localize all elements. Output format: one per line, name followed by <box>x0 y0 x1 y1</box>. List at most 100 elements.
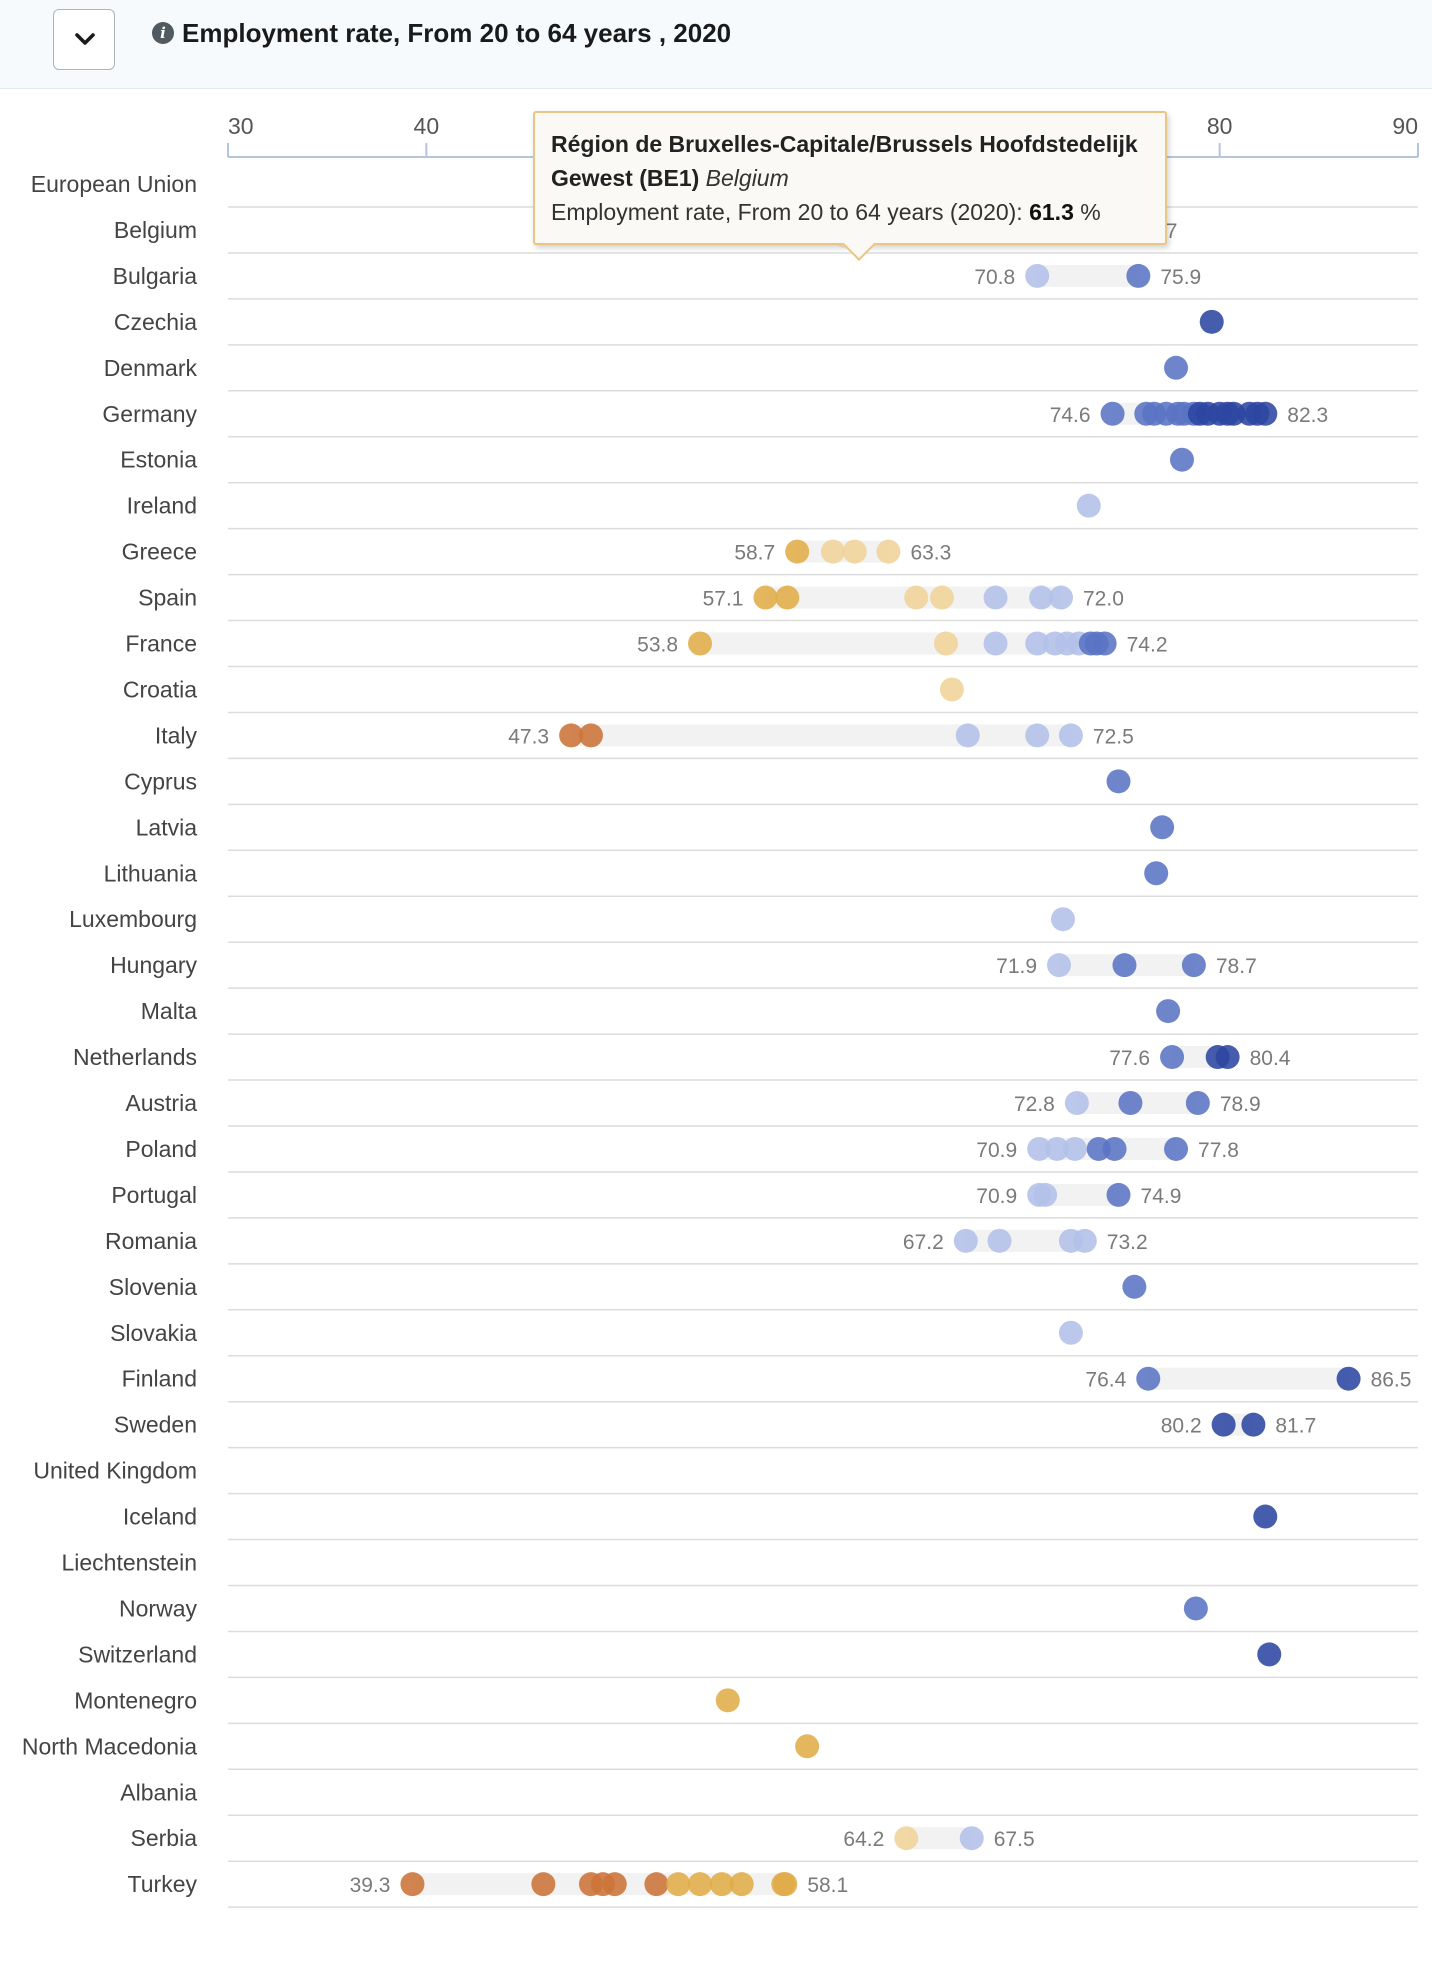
country-label: France <box>125 631 197 657</box>
tooltip-label: Employment rate, From 20 to 64 years (20… <box>551 199 1023 225</box>
country-label: Cyprus <box>124 768 197 794</box>
country-label: Malta <box>141 998 197 1024</box>
data-point <box>1102 1136 1127 1161</box>
min-value-label: 67.2 <box>903 1231 944 1254</box>
x-axis-tick-label: 30 <box>228 113 254 139</box>
x-axis-tick-label: 90 <box>1392 113 1418 139</box>
country-label: Latvia <box>136 814 198 840</box>
data-point <box>1033 1182 1058 1207</box>
max-value-label: 74.9 <box>1141 1185 1182 1208</box>
data-point <box>939 677 964 702</box>
min-value-label: 58.7 <box>734 542 775 565</box>
data-tooltip: Région de Bruxelles-Capitale/Brussels Ho… <box>533 111 1167 261</box>
data-point <box>1160 1045 1185 1070</box>
country-label: Italy <box>155 722 198 748</box>
data-point <box>688 631 713 656</box>
min-value-label: 72.8 <box>1014 1093 1055 1116</box>
data-point <box>1144 861 1169 886</box>
data-point <box>1336 1366 1361 1391</box>
country-label: Switzerland <box>78 1641 197 1667</box>
data-point <box>1064 1091 1089 1115</box>
country-label: Hungary <box>110 952 197 978</box>
country-label: Slovakia <box>110 1320 197 1346</box>
tooltip-region: Région de Bruxelles-Capitale/Brussels Ho… <box>551 131 1138 191</box>
data-point <box>709 1872 734 1897</box>
info-icon[interactable]: i <box>152 22 174 44</box>
data-point <box>775 585 800 610</box>
country-label: Sweden <box>114 1412 197 1438</box>
country-label: Belgium <box>114 217 197 243</box>
data-point <box>1029 585 1054 610</box>
max-value-label: 58.1 <box>807 1874 848 1897</box>
data-point <box>1253 401 1278 426</box>
max-value-label: 72.5 <box>1093 725 1134 748</box>
country-label: Greece <box>122 539 197 565</box>
max-value-label: 80.4 <box>1250 1047 1291 1070</box>
min-value-label: 47.3 <box>508 725 549 748</box>
data-point <box>1122 1274 1147 1299</box>
data-point <box>1164 1136 1189 1161</box>
data-point <box>785 539 810 564</box>
data-point <box>1150 815 1175 840</box>
data-point <box>987 1228 1012 1253</box>
data-point <box>1156 999 1181 1024</box>
chevron-down-icon <box>75 33 95 45</box>
min-value-label: 64.2 <box>843 1828 884 1851</box>
data-point <box>1027 1136 1052 1161</box>
data-point <box>1185 1091 1210 1115</box>
min-value-label: 71.9 <box>996 955 1037 978</box>
data-point <box>729 1872 754 1897</box>
x-axis-tick-label: 80 <box>1207 113 1233 139</box>
data-point <box>1050 907 1075 932</box>
max-value-label: 77.8 <box>1198 1139 1239 1162</box>
country-label: Montenegro <box>74 1687 197 1713</box>
country-label: Turkey <box>128 1871 198 1897</box>
max-value-label: 67.5 <box>994 1828 1035 1851</box>
min-value-label: 70.8 <box>974 266 1015 289</box>
data-point <box>842 539 867 564</box>
max-value-label: 78.7 <box>1216 955 1257 978</box>
country-label: Spain <box>138 585 197 611</box>
data-point <box>983 631 1008 656</box>
range-bar <box>906 1827 972 1850</box>
min-value-label: 70.9 <box>976 1185 1017 1208</box>
data-point <box>1025 723 1050 748</box>
max-value-label: 82.3 <box>1287 404 1328 427</box>
min-value-label: 80.2 <box>1161 1415 1202 1438</box>
data-point <box>820 539 845 564</box>
country-label: Denmark <box>104 355 198 381</box>
country-label: Liechtenstein <box>61 1550 197 1576</box>
data-point <box>1025 631 1050 656</box>
data-point <box>1092 631 1117 656</box>
data-point <box>1241 1412 1266 1437</box>
data-point <box>1047 953 1072 978</box>
data-point <box>753 585 778 610</box>
country-label: Estonia <box>120 447 197 473</box>
data-point <box>1106 1182 1131 1207</box>
data-point <box>1164 355 1189 380</box>
collapse-toggle-button[interactable] <box>53 9 115 70</box>
min-value-label: 39.3 <box>350 1874 391 1897</box>
range-bar <box>1037 264 1139 287</box>
tooltip-country: Belgium <box>705 165 789 191</box>
data-point <box>795 1734 820 1759</box>
min-value-label: 70.9 <box>976 1139 1017 1162</box>
country-label: North Macedonia <box>22 1733 197 1759</box>
data-point <box>983 585 1008 610</box>
min-value-label: 57.1 <box>703 588 744 611</box>
country-label: Netherlands <box>73 1044 197 1070</box>
data-point <box>644 1872 669 1897</box>
country-label: Portugal <box>111 1182 197 1208</box>
data-point <box>1199 309 1224 334</box>
data-point <box>1072 1228 1097 1253</box>
data-point <box>559 723 584 748</box>
data-point <box>400 1872 425 1897</box>
data-point <box>1062 1136 1087 1161</box>
max-value-label: 81.7 <box>1275 1415 1316 1438</box>
data-point <box>688 1872 713 1897</box>
country-label: European Union <box>31 171 197 197</box>
country-label: Romania <box>105 1228 197 1254</box>
country-label: Bulgaria <box>113 263 198 289</box>
min-value-label: 53.8 <box>637 634 678 657</box>
data-point <box>1058 723 1083 748</box>
